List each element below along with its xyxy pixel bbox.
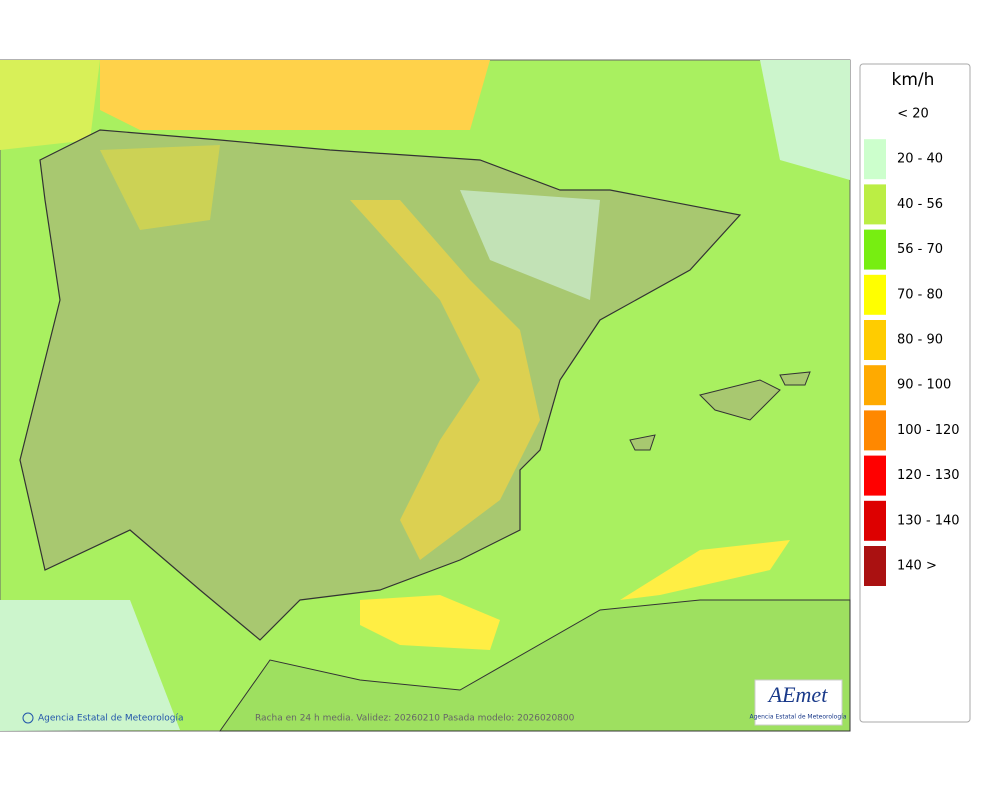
legend-unit: km/h (892, 70, 935, 90)
legend-label: 130 - 140 (897, 513, 960, 528)
legend-label: 120 - 130 (897, 468, 960, 483)
island (699, 379, 781, 421)
legend-label: 70 - 80 (897, 287, 943, 302)
copyright-icon (22, 712, 34, 724)
wind-patch (100, 145, 220, 230)
legend-swatch (864, 229, 886, 270)
island (779, 371, 811, 386)
wind-patch (0, 60, 100, 150)
logo-subtitle: Agencia Estatal de Meteorología (750, 714, 847, 721)
legend-label: < 20 (897, 107, 929, 122)
africa (219, 599, 851, 732)
wind-patch (100, 60, 490, 130)
legend-label: 100 - 120 (897, 423, 960, 438)
legend-label: 90 - 100 (897, 378, 951, 393)
legend-swatch (864, 455, 886, 496)
legend-swatch (864, 139, 886, 180)
wind-patch (620, 540, 790, 600)
wind-patch (350, 200, 540, 560)
wind-patch (360, 595, 500, 650)
legend-label: 140 > (897, 559, 937, 574)
caption: Racha en 24 h media. Validez: 20260210 P… (255, 714, 575, 724)
island (629, 434, 656, 451)
legend-swatch (864, 546, 886, 586)
legend-label: 20 - 40 (897, 152, 943, 167)
wind-patch (460, 190, 600, 300)
legend-swatch (864, 184, 886, 225)
legend-panel (859, 63, 971, 723)
legend-swatch (864, 500, 886, 541)
wind-patch (0, 600, 180, 731)
logo: AEmet (767, 682, 829, 707)
legend-swatch (864, 365, 886, 406)
wind-patch (760, 60, 850, 180)
legend-swatch (864, 410, 886, 451)
logo-box (754, 679, 843, 726)
credit: Agencia Estatal de Meteorología (38, 714, 184, 724)
legend: km/h < 20 20 - 40 40 - 56 56 - 70 70 - 80 80 … (859, 63, 971, 723)
map: Agencia Estatal de Meteorología Racha en… (0, 59, 851, 732)
legend-label: 56 - 70 (897, 242, 943, 257)
legend-swatch (864, 320, 886, 360)
legend-label: 40 - 56 (897, 197, 943, 212)
legend-swatch (864, 274, 886, 315)
legend-label: 80 - 90 (897, 333, 943, 348)
